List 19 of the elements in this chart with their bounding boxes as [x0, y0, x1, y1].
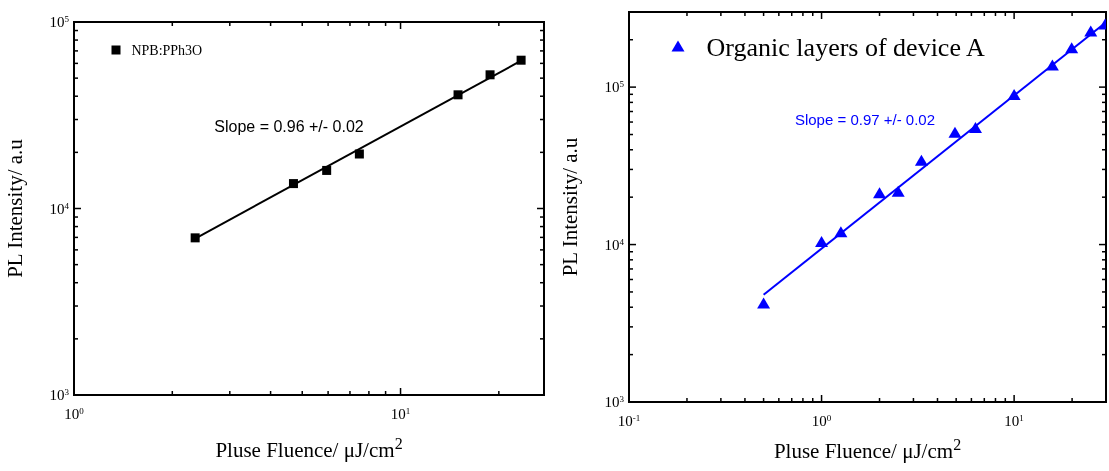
x-tick-label: 10$^{0}$ [64, 406, 85, 422]
y-tick-label: 10$^{3}$ [49, 387, 70, 403]
x-tick-label: 10$^{1}$ [1004, 413, 1024, 429]
x-tick-label: 10$^{0}$ [811, 413, 832, 429]
annotation: Slope = 0.97 +/- 0.02 [794, 111, 936, 128]
x-axis-title: Pluse Fluence/ μJ/cm$^{2}$ [773, 435, 962, 463]
annotation: Slope = 0.96 +/- 0.02 [214, 118, 364, 135]
x-tick-label: 10$^{-1}$ [617, 413, 641, 429]
y-tick-label: 10$^{5}$ [604, 79, 625, 96]
x-tick-label: 10$^{1}$ [390, 406, 411, 422]
y-axis-title: PL Intensity/ a.u [3, 138, 27, 278]
y-tick-label: 10$^{4}$ [49, 200, 70, 217]
legend-label: NPB:PPh3O [131, 42, 203, 58]
y-tick-label: 10$^{4}$ [604, 236, 625, 253]
y-axis-title: PL Intensity/ a.u [558, 137, 582, 277]
y-tick-label: 10$^{5}$ [49, 14, 70, 30]
x-axis-title: Pluse Fluence/ μJ/cm$^{2}$ [215, 434, 403, 462]
legend-label: Organic layers of device A [706, 33, 986, 63]
y-tick-label: 10$^{3}$ [604, 394, 625, 410]
